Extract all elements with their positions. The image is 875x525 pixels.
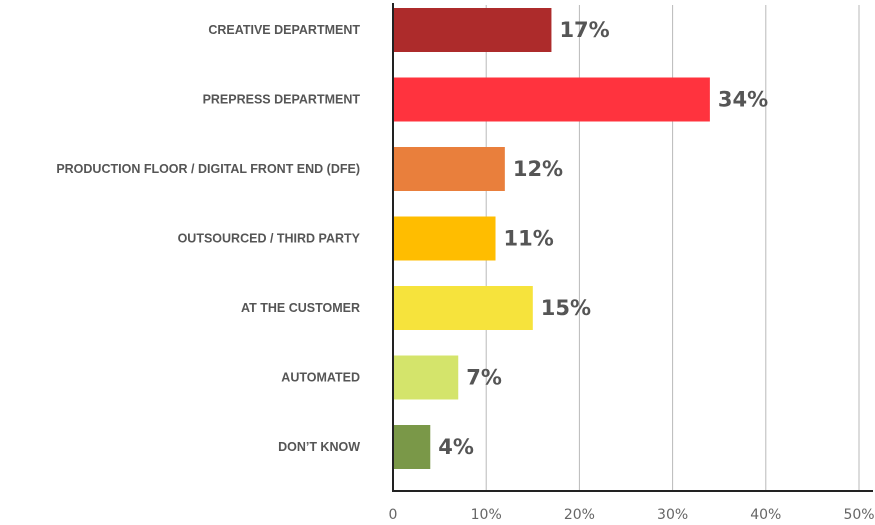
- data-label-6: 7%: [466, 366, 502, 390]
- bar-6: [393, 355, 459, 400]
- bar-5: [393, 286, 533, 330]
- x-tick-label-10: 10%: [471, 507, 502, 523]
- x-tick-label-30: 30%: [657, 507, 688, 523]
- bar-1: [393, 8, 552, 52]
- data-label-3: 12%: [513, 157, 563, 181]
- data-label-2: 34%: [718, 88, 768, 112]
- x-tick-label-20: 20%: [564, 507, 595, 523]
- data-label-4: 11%: [504, 227, 554, 251]
- category-labels: CREATIVE DEPARTMENT PREPRESS DEPARTMENT PR…: [56, 23, 360, 454]
- data-label-7: 4%: [438, 435, 474, 459]
- category-label-4: OUTSOURCED / THIRD PARTY: [178, 232, 361, 246]
- data-labels: 17% 34% 12% 11% 15% 7% 4%: [438, 18, 768, 459]
- category-label-7: DON’T KNOW: [278, 440, 360, 454]
- category-label-2: PREPRESS DEPARTMENT: [203, 93, 361, 107]
- x-tick-label-50: 50%: [843, 507, 874, 523]
- axes: [392, 3, 873, 492]
- bar-7: [393, 425, 431, 469]
- bar-3: [393, 147, 505, 191]
- x-tick-label-0: 0: [389, 507, 398, 523]
- bar-2: [393, 77, 710, 122]
- x-tick-labels: 0 10% 20% 30% 40% 50%: [389, 507, 875, 523]
- data-label-5: 15%: [541, 296, 591, 320]
- category-label-6: AUTOMATED: [281, 371, 360, 385]
- category-label-5: AT THE CUSTOMER: [241, 301, 360, 315]
- x-tick-label-40: 40%: [750, 507, 781, 523]
- category-label-3: PRODUCTION FLOOR / DIGITAL FRONT END (DF…: [56, 162, 360, 176]
- bars: [393, 8, 710, 469]
- data-label-1: 17%: [559, 18, 609, 42]
- category-label-1: CREATIVE DEPARTMENT: [208, 23, 360, 37]
- bar-4: [393, 216, 496, 261]
